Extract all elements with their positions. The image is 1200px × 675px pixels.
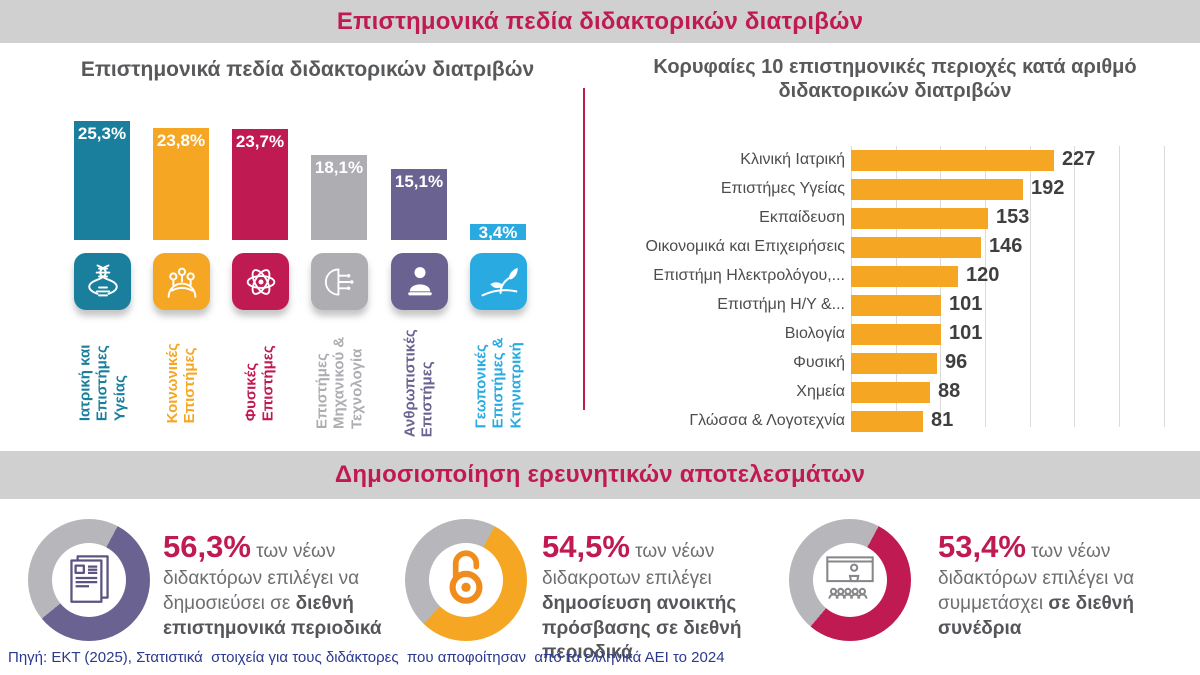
field-bar-value-label[interactable]: 18,1% [314,158,364,177]
row-value-label[interactable]: 81 [931,409,954,431]
row-category-label[interactable]: Επιστήμη Η/Υ &... [717,296,845,313]
society-globe-icon[interactable] [153,253,210,310]
row-category-label[interactable]: Χημεία [796,383,845,400]
gridline[interactable] [1119,146,1120,427]
right-chart-title: Κορυφαίες 10 επιστημονικές περιοχές κατά… [653,56,1137,102]
source-note: Πηγή: ΕΚΤ (2025), Στατιστικά στοιχεία γι… [8,649,725,666]
field-category-label-text: Επιστήμες Μηχανικού & Τεχνολογία [313,336,365,430]
row-bar[interactable] [851,150,1054,171]
field-category-label-text: Κοινωνικές Επιστήμες [163,342,198,424]
dna-icon[interactable] [74,253,131,310]
donut-caption[interactable]: 54,5% των νέων διδακροτων επιλέγει δημοσ… [542,527,790,666]
row-category-label[interactable]: Φυσική [793,354,845,371]
donut-hole[interactable] [813,543,887,617]
field-category-label[interactable]: Ιατρική και Επιστήμες Υγείας [37,318,167,448]
row-value-label[interactable]: 88 [938,380,961,402]
gridline[interactable] [1030,146,1031,427]
sprout-icon[interactable] [470,253,527,310]
field-bar[interactable]: 3,4% [470,223,526,242]
row-bar[interactable] [851,295,941,316]
row-bar[interactable] [851,382,930,403]
field-category-label-text: Ιατρική και Επιστήμες Υγείας [76,344,128,422]
donut-chart[interactable] [789,519,911,641]
field-bar[interactable]: 25,3% [74,121,130,240]
row-value-label[interactable]: 120 [966,264,1000,286]
field-category-label[interactable]: Επιστήμες Μηχανικού & Τεχνολογία [274,318,404,448]
row-category-label[interactable]: Βιολογία [784,325,845,342]
open-access-icon[interactable] [433,545,499,616]
field-bar[interactable]: 15,1% [391,169,447,240]
donut-caption-text: των νέων διδακτόρων επιλέγει να συμμετάσ… [938,541,1135,614]
row-value-label[interactable]: 153 [996,206,1030,228]
row-bar[interactable] [851,324,941,345]
main-title: Επιστημονικά πεδία διδακτορικών διατριβώ… [336,7,864,35]
row-value-label[interactable]: 96 [945,351,968,373]
field-category-label-text: Φυσικές Επιστήμες [242,345,277,421]
row-bar[interactable] [851,411,923,432]
field-category-label-text: Γεωπονικές Επιστήμες & Κτηνιατρική [472,337,524,429]
row-category-label[interactable]: Οικονομικά και Επιχειρήσεις [645,238,845,255]
donut-caption-text: δημοσίευση ανοικτής πρόσβασης σε διεθνή … [542,592,742,664]
row-bar[interactable] [851,208,988,229]
top10-bar-chart: Κλινική Ιατρική 227 Επιστήμες Υγείας 192 Εκπ… [600,146,1192,438]
donut-caption-text: διεθνή επιστημονικά περιοδικά [163,592,382,639]
donut-caption[interactable]: 56,3% των νέων διδακτόρων επιλέγει να δη… [163,527,401,641]
field-category-label[interactable]: Φυσικές Επιστήμες [195,318,325,448]
donut-percentage: 54,5% [542,529,630,564]
row-value-label[interactable]: 192 [1031,177,1065,199]
field-bar[interactable]: 23,7% [232,129,288,240]
row-value-label[interactable]: 227 [1062,148,1096,170]
donut-percentage: 53,4% [938,529,1026,564]
donut-caption-text: σε διεθνή συνέδρια [938,592,1134,639]
donut-percentage: 56,3% [163,529,251,564]
row-category-label[interactable]: Επιστήμη Ηλεκτρολόγου,... [653,267,845,284]
circuit-icon[interactable] [311,253,368,310]
section2-band: Δημοσιοποίηση ερευνητικών αποτελεσμάτων [0,451,1200,499]
row-value-label[interactable]: 146 [989,235,1023,257]
conference-icon[interactable] [817,545,883,616]
field-bar-value-label[interactable]: 23,7% [235,132,285,151]
donut-caption[interactable]: 53,4% των νέων διδακτόρων επιλέγει να συ… [938,527,1190,641]
field-category-label-text: Ανθρωπιστικές Επιστήμες [401,329,436,437]
top-band: Επιστημονικά πεδία διδακτορικών διατριβώ… [0,0,1200,43]
field-bar-value-label[interactable]: 23,8% [156,131,206,150]
section2-title: Δημοσιοποίηση ερευνητικών αποτελεσμάτων [334,461,866,488]
donut-hole[interactable] [52,543,126,617]
field-category-label[interactable]: Ανθρωπιστικές Επιστήμες [354,318,484,448]
row-bar[interactable] [851,237,981,258]
field-bar-value-label[interactable]: 25,3% [77,124,127,143]
row-category-label[interactable]: Γλώσσα & Λογοτεχνία [689,412,845,429]
statue-icon[interactable] [391,253,448,310]
row-value-label[interactable]: 101 [949,293,983,315]
donut-chart[interactable] [28,519,150,641]
journal-icon[interactable] [56,545,122,616]
field-bar-value-label[interactable]: 15,1% [394,172,444,191]
row-category-label[interactable]: Κλινική Ιατρική [740,151,845,168]
donut-caption-text: των νέων διδακτόρων επιλέγει να δημοσιεύ… [163,541,360,614]
vertical-divider [583,88,585,410]
row-bar[interactable] [851,266,958,287]
donut-hole[interactable] [429,543,503,617]
gridline[interactable] [985,146,986,427]
field-category-label[interactable]: Κοινωνικές Επιστήμες [116,318,246,448]
fields-bar-chart: 25,3% Ιατρική και Επιστήμες Υγείας 23,8% Κο… [74,100,544,450]
field-bar-value-label[interactable]: 3,4% [478,223,518,242]
field-category-label[interactable]: Γεωπονικές Επιστήμες & Κτηνιατρική [433,318,563,448]
row-category-label[interactable]: Επιστήμες Υγείας [720,180,845,197]
field-bar[interactable]: 18,1% [311,155,367,240]
row-value-label[interactable]: 101 [949,322,983,344]
field-bar[interactable]: 23,8% [153,128,209,240]
row-bar[interactable] [851,353,937,374]
gridline[interactable] [1074,146,1075,427]
donut-caption-text: των νέων διδακροτων επιλέγει [542,541,715,590]
gridline[interactable] [1164,146,1165,427]
donut-chart[interactable] [405,519,527,641]
row-bar[interactable] [851,179,1023,200]
row-category-label[interactable]: Εκπαίδευση [759,209,845,226]
left-chart-title: Επιστημονικά πεδία διδακτορικών διατριβώ… [80,58,535,81]
atom-icon[interactable] [232,253,289,310]
